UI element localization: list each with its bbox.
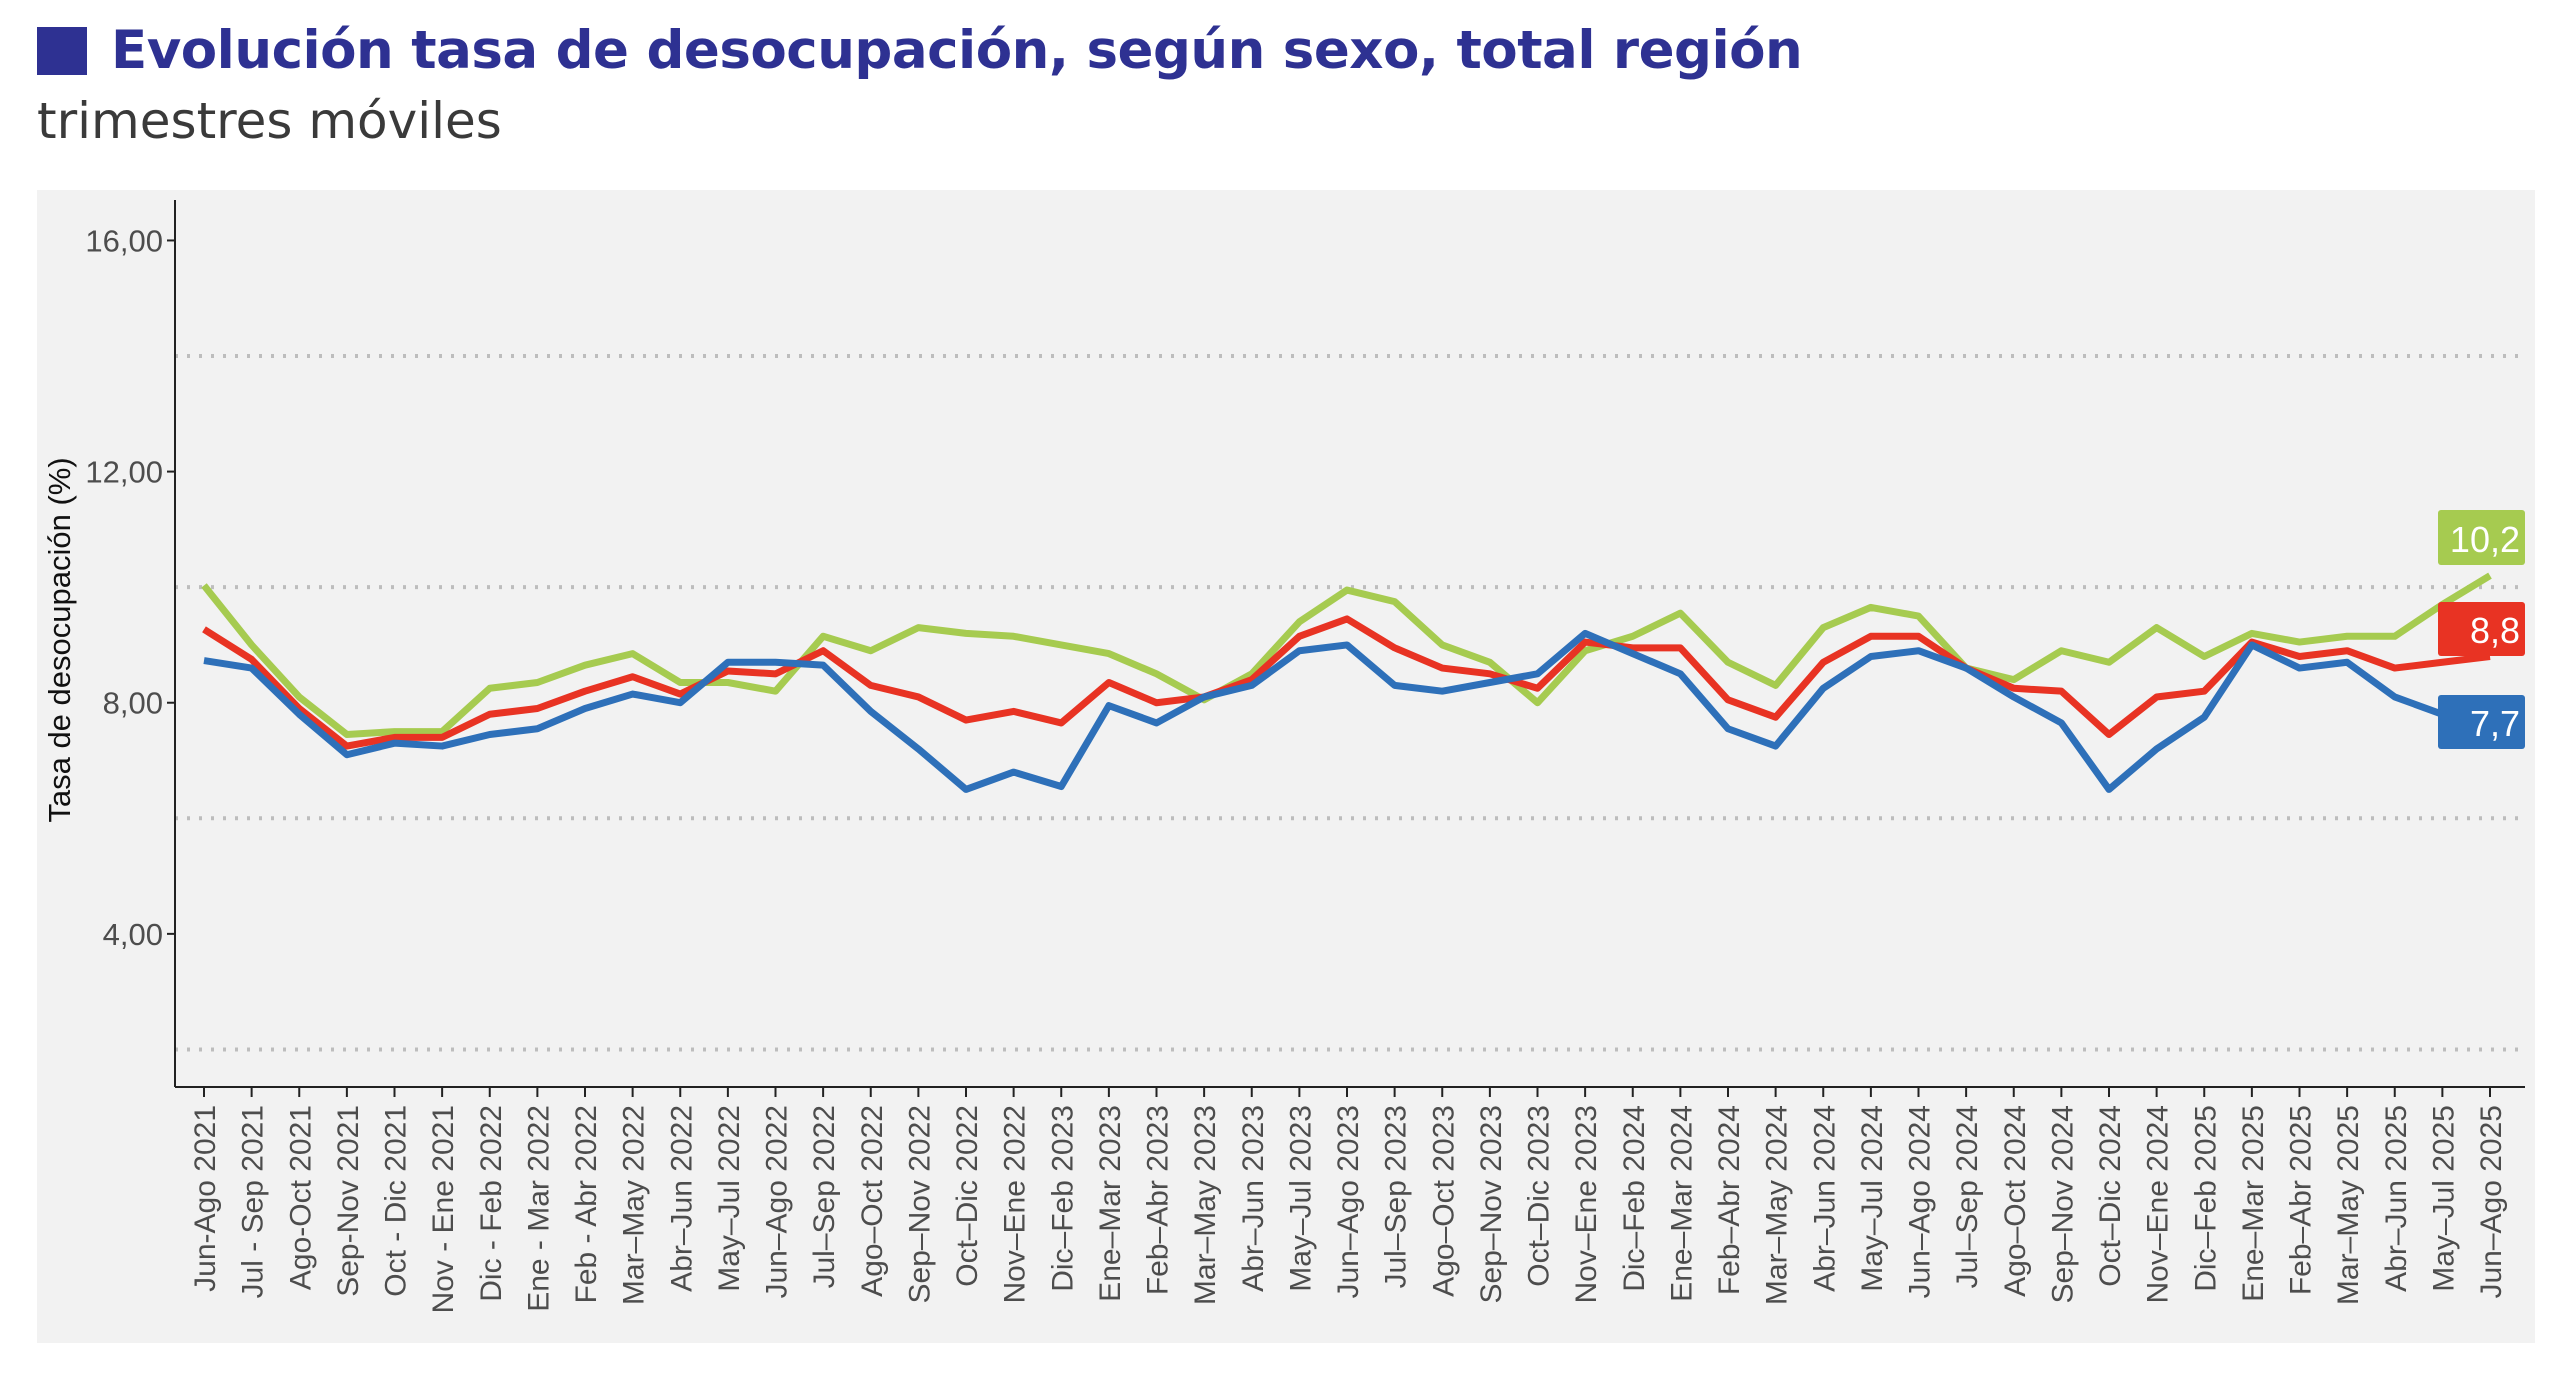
x-tick-label: Ene–Mar 2023: [1094, 1105, 1127, 1302]
x-tick-label: Nov–Ene 2024: [2142, 1105, 2175, 1304]
x-tick-label: Nov - Ene 2021: [427, 1105, 460, 1313]
x-tick-label: Nov–Ene 2023: [1570, 1105, 1603, 1304]
x-tick-label: Feb - Abr 2022: [570, 1105, 603, 1303]
x-tick-label: Sep–Nov 2022: [903, 1105, 936, 1304]
x-tick-label: May–Jul 2024: [1856, 1105, 1889, 1292]
x-tick-label: Feb–Abr 2023: [1142, 1105, 1175, 1295]
x-tick-label: Sep–Nov 2024: [2046, 1105, 2079, 1304]
y-tick-label: 8,00: [103, 686, 163, 721]
chart-panel: [37, 190, 2535, 1343]
end-label-box-green: [2438, 510, 2525, 565]
end-label-box-red: [2438, 602, 2525, 656]
x-tick-label: Mar–May 2024: [1761, 1105, 1794, 1305]
x-tick-label: May–Jul 2025: [2427, 1105, 2460, 1292]
series-line-green: [201, 572, 2492, 739]
x-tick-label: Ene–Mar 2024: [1665, 1105, 1698, 1302]
x-tick-label: Abr–Jun 2023: [1237, 1105, 1270, 1292]
end-label-box-blue: [2438, 695, 2525, 749]
x-tick-label: Dic–Feb 2025: [2189, 1105, 2222, 1292]
x-tick-label: Sep–Nov 2023: [1475, 1105, 1508, 1304]
end-label-red: 8,8: [2470, 610, 2520, 651]
chart-header: Evolución tasa de desocupación, según se…: [37, 20, 1803, 81]
y-tick-label: 12,00: [85, 455, 163, 490]
x-tick-label: Ene–Mar 2025: [2237, 1105, 2270, 1302]
x-tick-label: May–Jul 2023: [1284, 1105, 1317, 1292]
x-tick-label: Ago–Oct 2022: [856, 1105, 889, 1297]
x-tick-label: Ago–Oct 2023: [1427, 1105, 1460, 1297]
x-tick-label: Abr–Jun 2024: [1808, 1105, 1841, 1292]
y-tick-label: 4,00: [103, 917, 163, 952]
chart-title: Evolución tasa de desocupación, según se…: [111, 20, 1803, 81]
chart-subtitle: trimestres móviles: [37, 92, 502, 150]
x-tick-label: Oct–Dic 2024: [2094, 1105, 2127, 1287]
x-tick-label: Dic–Feb 2023: [1046, 1105, 1079, 1292]
series-line-blue: [203, 629, 2491, 793]
x-tick-label: Jun–Ago 2023: [1332, 1105, 1365, 1299]
x-tick-label: Dic–Feb 2024: [1618, 1105, 1651, 1292]
x-tick-label: Sep-Nov 2021: [332, 1105, 365, 1297]
x-tick-label: Oct - Dic 2021: [380, 1105, 413, 1297]
y-tick-label: 16,00: [85, 223, 163, 258]
x-tick-label: Jul - Sep 2021: [237, 1105, 270, 1298]
x-tick-label: Jul–Sep 2024: [1951, 1105, 1984, 1289]
x-tick-label: Ago–Oct 2024: [1999, 1105, 2032, 1297]
x-tick-label: Jun–Ago 2022: [761, 1105, 794, 1299]
x-tick-label: Oct–Dic 2023: [1523, 1105, 1556, 1287]
x-tick-label: Feb–Abr 2025: [2285, 1105, 2318, 1295]
x-tick-label: Mar–May 2025: [2332, 1105, 2365, 1305]
x-tick-label: Dic - Feb 2022: [475, 1105, 508, 1302]
x-tick-label: Mar–May 2022: [618, 1105, 651, 1305]
y-axis-label: Tasa de desocupación (%): [42, 457, 77, 822]
x-tick-label: Feb–Abr 2024: [1713, 1105, 1746, 1295]
x-tick-label: Mar–May 2023: [1189, 1105, 1222, 1305]
x-tick-label: Jul–Sep 2023: [1380, 1105, 1413, 1289]
x-tick-label: Jun-Ago 2021: [189, 1105, 222, 1292]
end-label-blue: 7,7: [2470, 703, 2520, 744]
x-tick-label: Jul–Sep 2022: [808, 1105, 841, 1289]
x-tick-label: Ene - Mar 2022: [522, 1105, 555, 1312]
x-tick-label: Jun–Ago 2025: [2475, 1105, 2508, 1299]
x-tick-label: Ago-Oct 2021: [284, 1105, 317, 1290]
x-tick-label: Abr–Jun 2025: [2380, 1105, 2413, 1292]
x-tick-label: Jun–Ago 2024: [1904, 1105, 1937, 1299]
x-tick-label: May–Jul 2022: [713, 1105, 746, 1292]
title-square-icon: [37, 26, 87, 75]
x-tick-label: Nov–Ene 2022: [999, 1105, 1032, 1304]
end-label-green: 10,2: [2450, 519, 2520, 560]
x-tick-label: Abr–Jun 2022: [665, 1105, 698, 1292]
x-tick-label: Oct–Dic 2022: [951, 1105, 984, 1287]
